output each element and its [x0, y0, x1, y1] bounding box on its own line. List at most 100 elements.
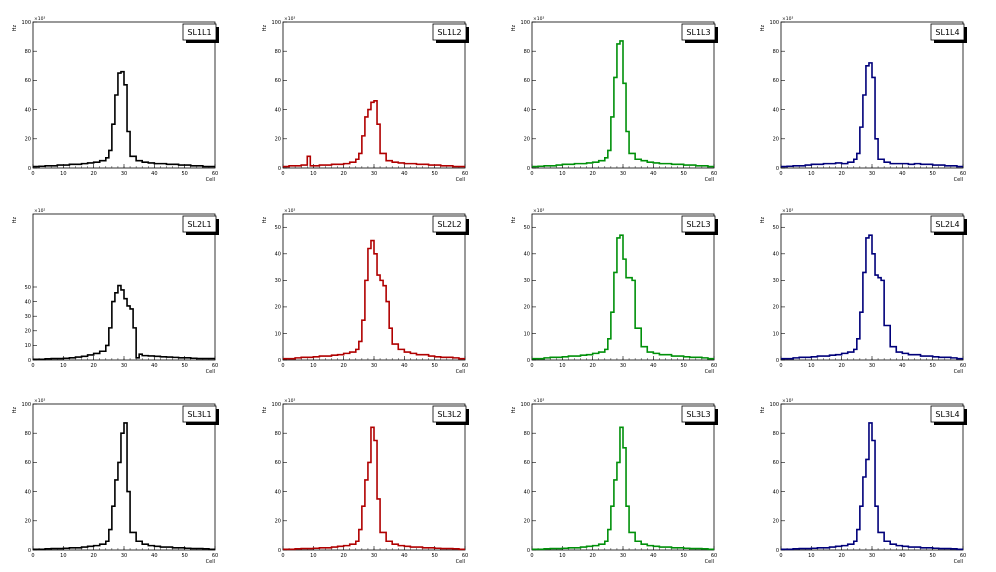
chart-panel-sl1l4: 0 10 20 30 40 50 60 0 20 40 60 80 100 Cell Hz ×10³ SL1L4	[760, 16, 967, 183]
x-tick-label: 20	[340, 171, 346, 177]
title-box	[681, 405, 716, 423]
y-tick-label: 100	[769, 20, 779, 26]
y-tick-label: 40	[275, 489, 281, 495]
histogram-line-sl1l2	[283, 100, 465, 168]
y-exponent-label: ×10³	[533, 16, 544, 22]
y-tick-label: 0	[527, 166, 530, 172]
y-tick-label: 0	[527, 358, 530, 364]
y-tick-label: 40	[773, 252, 779, 258]
y-tick-label: 20	[773, 137, 779, 143]
x-tick-label: 40	[899, 171, 905, 177]
plot-frame	[780, 21, 964, 169]
y-tick-label: 80	[25, 49, 31, 55]
y-axis-label: Hz	[12, 406, 18, 413]
x-tick-label: 60	[711, 363, 717, 369]
y-tick-label: 20	[524, 519, 530, 525]
y-tick-label: 10	[773, 331, 779, 337]
y-tick-label: 40	[524, 107, 530, 113]
x-tick-label: 50	[680, 171, 686, 177]
chart-title: SL3L2	[437, 410, 461, 419]
chart-title: SL2L1	[187, 220, 211, 229]
x-tick-label: 10	[559, 363, 565, 369]
y-tick-label: 30	[773, 278, 779, 284]
y-tick-label: 20	[275, 519, 281, 525]
x-tick-label: 50	[929, 171, 935, 177]
y-tick-label: 0	[278, 166, 281, 172]
x-tick-label: 60	[960, 553, 966, 559]
x-tick-label: 50	[181, 171, 187, 177]
title-box	[432, 23, 467, 41]
y-tick-label: 20	[25, 137, 31, 143]
x-axis-label: Cell	[456, 369, 465, 375]
chart-title: SL3L1	[187, 410, 211, 419]
y-tick-label: 30	[25, 314, 31, 320]
x-tick-label: 40	[650, 363, 656, 369]
chart-panel-sl1l2: 0 10 20 30 40 50 60 0 20 40 60 80 100 Cell Hz ×10³ SL1L2	[262, 16, 469, 183]
x-tick-label: 20	[838, 363, 844, 369]
y-tick-label: 100	[769, 402, 779, 408]
chart-panel-sl1l1: 0 10 20 30 40 50 60 0 20 40 60 80 100 Cell Hz ×10³ SL1L1	[12, 16, 219, 183]
x-tick-label: 0	[779, 171, 782, 177]
chart-panel-sl2l2: 0 10 20 30 40 50 60 0 10 20 30 40 50 Cell Hz ×10³ SL2L2	[262, 208, 469, 375]
x-tick-label: 30	[620, 553, 626, 559]
x-tick-label: 40	[151, 553, 157, 559]
y-tick-label: 20	[275, 137, 281, 143]
x-axis-label: Cell	[206, 177, 215, 183]
title-box	[681, 23, 716, 41]
x-tick-label: 60	[462, 363, 468, 369]
y-tick-label: 0	[278, 358, 281, 364]
x-tick-label: 10	[808, 363, 814, 369]
plot-frame	[32, 213, 216, 361]
x-tick-label: 40	[650, 171, 656, 177]
x-tick-label: 60	[462, 553, 468, 559]
x-tick-label: 0	[530, 363, 533, 369]
y-axis-label: Hz	[760, 216, 766, 223]
x-tick-label: 0	[31, 553, 34, 559]
x-tick-label: 30	[869, 171, 875, 177]
x-tick-label: 0	[31, 171, 34, 177]
y-tick-label: 10	[524, 331, 530, 337]
y-exponent-label: ×10³	[284, 16, 295, 22]
title-box	[930, 23, 965, 41]
y-tick-label: 0	[776, 166, 779, 172]
x-tick-label: 30	[620, 171, 626, 177]
y-tick-label: 30	[275, 278, 281, 284]
y-tick-label: 100	[21, 402, 31, 408]
x-tick-label: 0	[779, 553, 782, 559]
y-tick-label: 100	[271, 20, 281, 26]
histogram-line-sl1l3	[532, 40, 714, 168]
title-box	[432, 405, 467, 423]
y-tick-label: 50	[773, 225, 779, 231]
x-tick-label: 50	[431, 171, 437, 177]
title-box	[182, 215, 217, 233]
x-axis-label: Cell	[456, 177, 465, 183]
x-axis-label: Cell	[954, 177, 963, 183]
x-tick-label: 40	[650, 553, 656, 559]
y-tick-label: 60	[275, 78, 281, 84]
y-tick-label: 80	[275, 431, 281, 437]
x-tick-label: 20	[90, 553, 96, 559]
y-tick-label: 60	[524, 460, 530, 466]
x-tick-label: 10	[60, 363, 66, 369]
x-axis-label: Cell	[705, 559, 714, 565]
histogram-line-sl3l4	[781, 422, 963, 551]
title-box	[930, 405, 965, 423]
chart-panel-sl2l1: 0 10 20 30 40 50 60 0 10 20 30 40 50 Cell Hz ×10² SL2L1	[12, 208, 219, 375]
y-tick-label: 0	[527, 548, 530, 554]
histogram-line-sl2l4	[781, 234, 963, 360]
y-tick-label: 60	[773, 460, 779, 466]
chart-panel-sl1l3: 0 10 20 30 40 50 60 0 20 40 60 80 100 Cell Hz ×10³ SL1L3	[511, 16, 718, 183]
y-tick-label: 40	[25, 107, 31, 113]
y-tick-label: 60	[275, 460, 281, 466]
histogram-line-sl2l2	[283, 239, 465, 360]
y-exponent-label: ×10³	[533, 208, 544, 214]
y-tick-label: 40	[773, 107, 779, 113]
y-tick-label: 40	[524, 252, 530, 258]
chart-title: SL3L3	[686, 410, 710, 419]
y-tick-label: 0	[776, 548, 779, 554]
x-tick-label: 40	[899, 553, 905, 559]
x-tick-label: 50	[181, 363, 187, 369]
x-tick-label: 20	[838, 553, 844, 559]
histogram-line-sl2l1	[33, 284, 215, 361]
